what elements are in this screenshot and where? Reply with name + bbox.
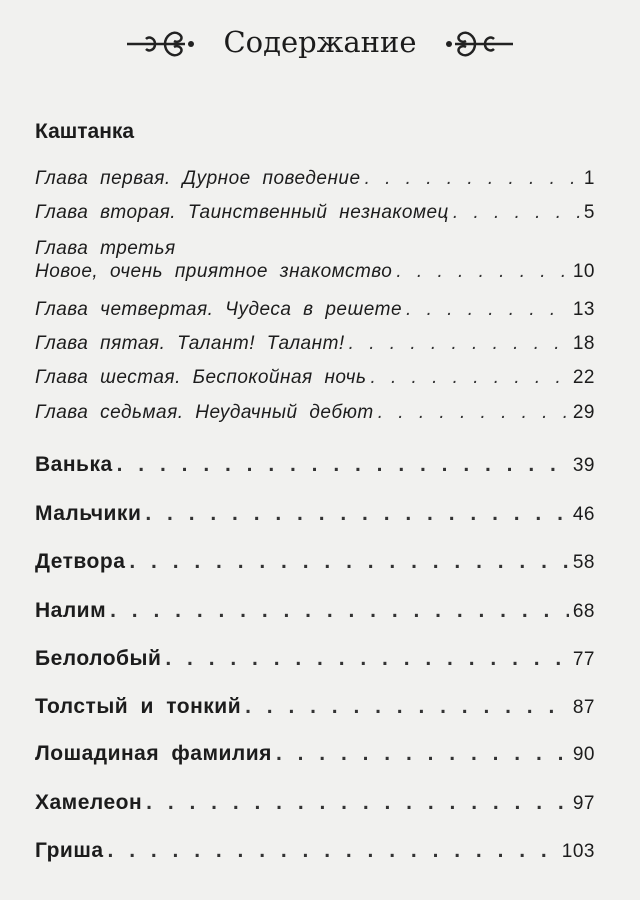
toc-entry[interactable]: Ванька 39 bbox=[35, 453, 595, 477]
entry-title: Глава четвертая. Чудеса в решете bbox=[35, 299, 403, 320]
dot-leader bbox=[165, 647, 569, 671]
toc-entry[interactable]: Хамелеон 97 bbox=[35, 791, 595, 815]
entry-title: Гриша bbox=[35, 839, 104, 862]
entry-page: 22 bbox=[572, 367, 595, 388]
page-title: Содержание bbox=[0, 22, 640, 62]
dot-leader bbox=[453, 202, 580, 224]
entry-page: 13 bbox=[572, 299, 595, 320]
toc-entry[interactable]: Глава первая. Дурное поведение 1 bbox=[35, 168, 595, 190]
title-text: Содержание bbox=[223, 25, 417, 59]
entry-page: 5 bbox=[583, 202, 595, 223]
entry-page: 68 bbox=[572, 601, 595, 622]
toc-entry[interactable]: Лошадиная фамилия 90 bbox=[35, 742, 595, 766]
entry-title-line1: Глава третья bbox=[35, 238, 176, 259]
entry-title: Новое, очень приятное знакомство bbox=[35, 261, 393, 282]
section-heading: Каштанка bbox=[35, 120, 135, 143]
entry-title: Глава первая. Дурное поведение bbox=[35, 168, 361, 189]
dot-leader bbox=[370, 367, 568, 389]
toc-entry[interactable]: Глава вторая. Таинственный незнакомец 5 bbox=[35, 202, 595, 224]
dot-leader bbox=[349, 333, 569, 355]
toc-entry[interactable]: Глава седьмая. Неудачный дебют 29 bbox=[35, 402, 595, 424]
entry-title: Толстый и тонкий bbox=[35, 695, 242, 718]
toc-entry[interactable]: Гриша 103 bbox=[35, 839, 595, 863]
dot-leader bbox=[146, 791, 569, 815]
dot-leader bbox=[110, 599, 569, 623]
dot-leader bbox=[145, 502, 569, 526]
toc-entry[interactable]: Глава шестая. Беспокойная ночь 22 bbox=[35, 367, 595, 389]
dot-leader bbox=[406, 299, 569, 321]
entry-title: Налим bbox=[35, 599, 107, 622]
entry-page: 18 bbox=[572, 333, 595, 354]
dot-leader bbox=[396, 261, 569, 283]
ornament-left-icon bbox=[127, 31, 195, 57]
entry-title: Глава вторая. Таинственный незнакомец bbox=[35, 202, 449, 223]
toc-entry[interactable]: Детвора 58 bbox=[35, 550, 595, 574]
entry-page: 1 bbox=[583, 168, 595, 189]
entry-page: 90 bbox=[572, 744, 595, 765]
dot-leader bbox=[245, 695, 569, 719]
entry-page: 87 bbox=[572, 697, 595, 718]
entry-page: 29 bbox=[572, 402, 595, 423]
toc-entry[interactable]: Мальчики 46 bbox=[35, 502, 595, 526]
entry-title: Глава шестая. Беспокойная ночь bbox=[35, 367, 367, 388]
toc-entry[interactable]: Налим 68 bbox=[35, 599, 595, 623]
entry-page: 58 bbox=[572, 552, 595, 573]
dot-leader bbox=[129, 550, 568, 574]
toc-entry[interactable]: Глава четвертая. Чудеса в решете 13 bbox=[35, 299, 595, 321]
entry-title: Глава пятая. Талант! Талант! bbox=[35, 333, 345, 354]
entry-page: 46 bbox=[572, 504, 595, 525]
entry-title: Лошадиная фамилия bbox=[35, 742, 272, 765]
dot-leader bbox=[365, 168, 580, 190]
dot-leader bbox=[108, 839, 558, 863]
entry-title: Ванька bbox=[35, 453, 113, 476]
entry-title: Мальчики bbox=[35, 502, 142, 525]
ornament-right-icon bbox=[445, 31, 513, 57]
toc-entry[interactable]: Белолобый 77 bbox=[35, 647, 595, 671]
toc-entry[interactable]: Новое, очень приятное знакомство 10 bbox=[35, 261, 595, 283]
entry-page: 97 bbox=[572, 793, 595, 814]
toc-entry[interactable]: Толстый и тонкий 87 bbox=[35, 695, 595, 719]
entry-title: Хамелеон bbox=[35, 791, 143, 814]
dot-leader bbox=[276, 742, 569, 766]
entry-title: Глава седьмая. Неудачный дебют bbox=[35, 402, 374, 423]
dot-leader bbox=[378, 402, 569, 424]
entry-page: 39 bbox=[572, 455, 595, 476]
entry-page: 103 bbox=[561, 841, 595, 862]
entry-title: Детвора bbox=[35, 550, 126, 573]
entry-page: 10 bbox=[572, 261, 595, 282]
toc-entry[interactable]: Глава пятая. Талант! Талант! 18 bbox=[35, 333, 595, 355]
entry-page: 77 bbox=[572, 649, 595, 670]
entry-title: Белолобый bbox=[35, 647, 162, 670]
dot-leader bbox=[117, 453, 569, 477]
